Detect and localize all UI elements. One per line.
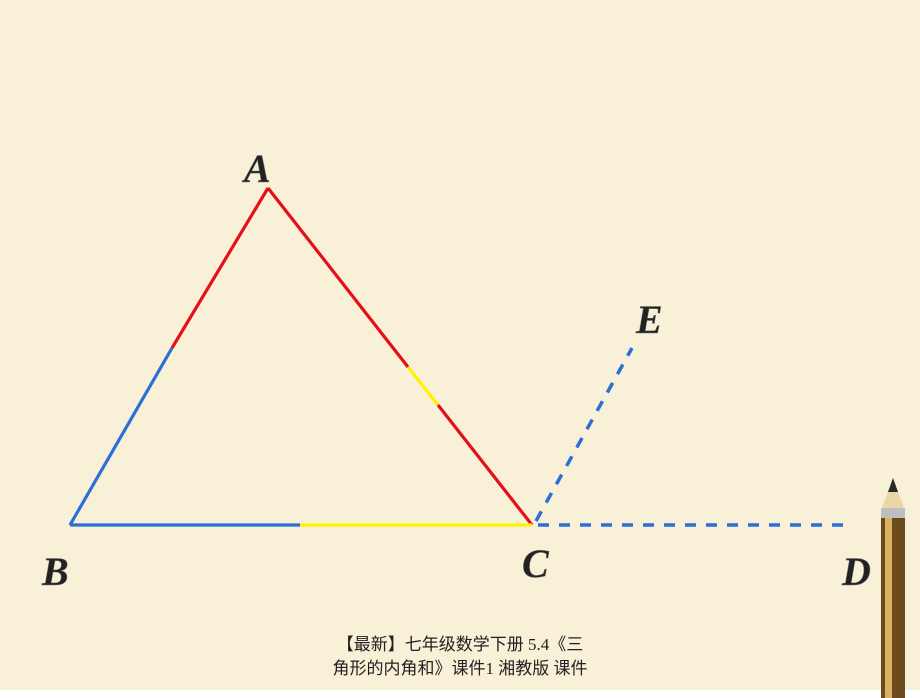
diagram-svg	[0, 0, 920, 690]
label-E: E	[636, 296, 663, 343]
label-B: B	[42, 548, 69, 595]
label-D: D	[842, 548, 871, 595]
pencil-ferrule	[881, 508, 905, 518]
caption-line-1: 【最新】七年级数学下册 5.4《三	[337, 635, 584, 654]
caption-line-2: 角形的内角和》课件1 湘教版 课件	[333, 659, 588, 678]
label-A: A	[244, 145, 271, 192]
background-rect	[0, 0, 920, 690]
pencil-body	[881, 518, 905, 698]
slide-stage: A B C D E 【最新】七年级数学下册 5.4《三 角形的内角和》课件1 湘…	[0, 0, 920, 690]
slide-caption: 【最新】七年级数学下册 5.4《三 角形的内角和》课件1 湘教版 课件	[0, 633, 920, 681]
label-C: C	[522, 540, 549, 587]
pencil-tip-lead	[888, 478, 898, 492]
pencil-decoration	[876, 478, 910, 698]
pencil-highlight	[885, 518, 892, 698]
